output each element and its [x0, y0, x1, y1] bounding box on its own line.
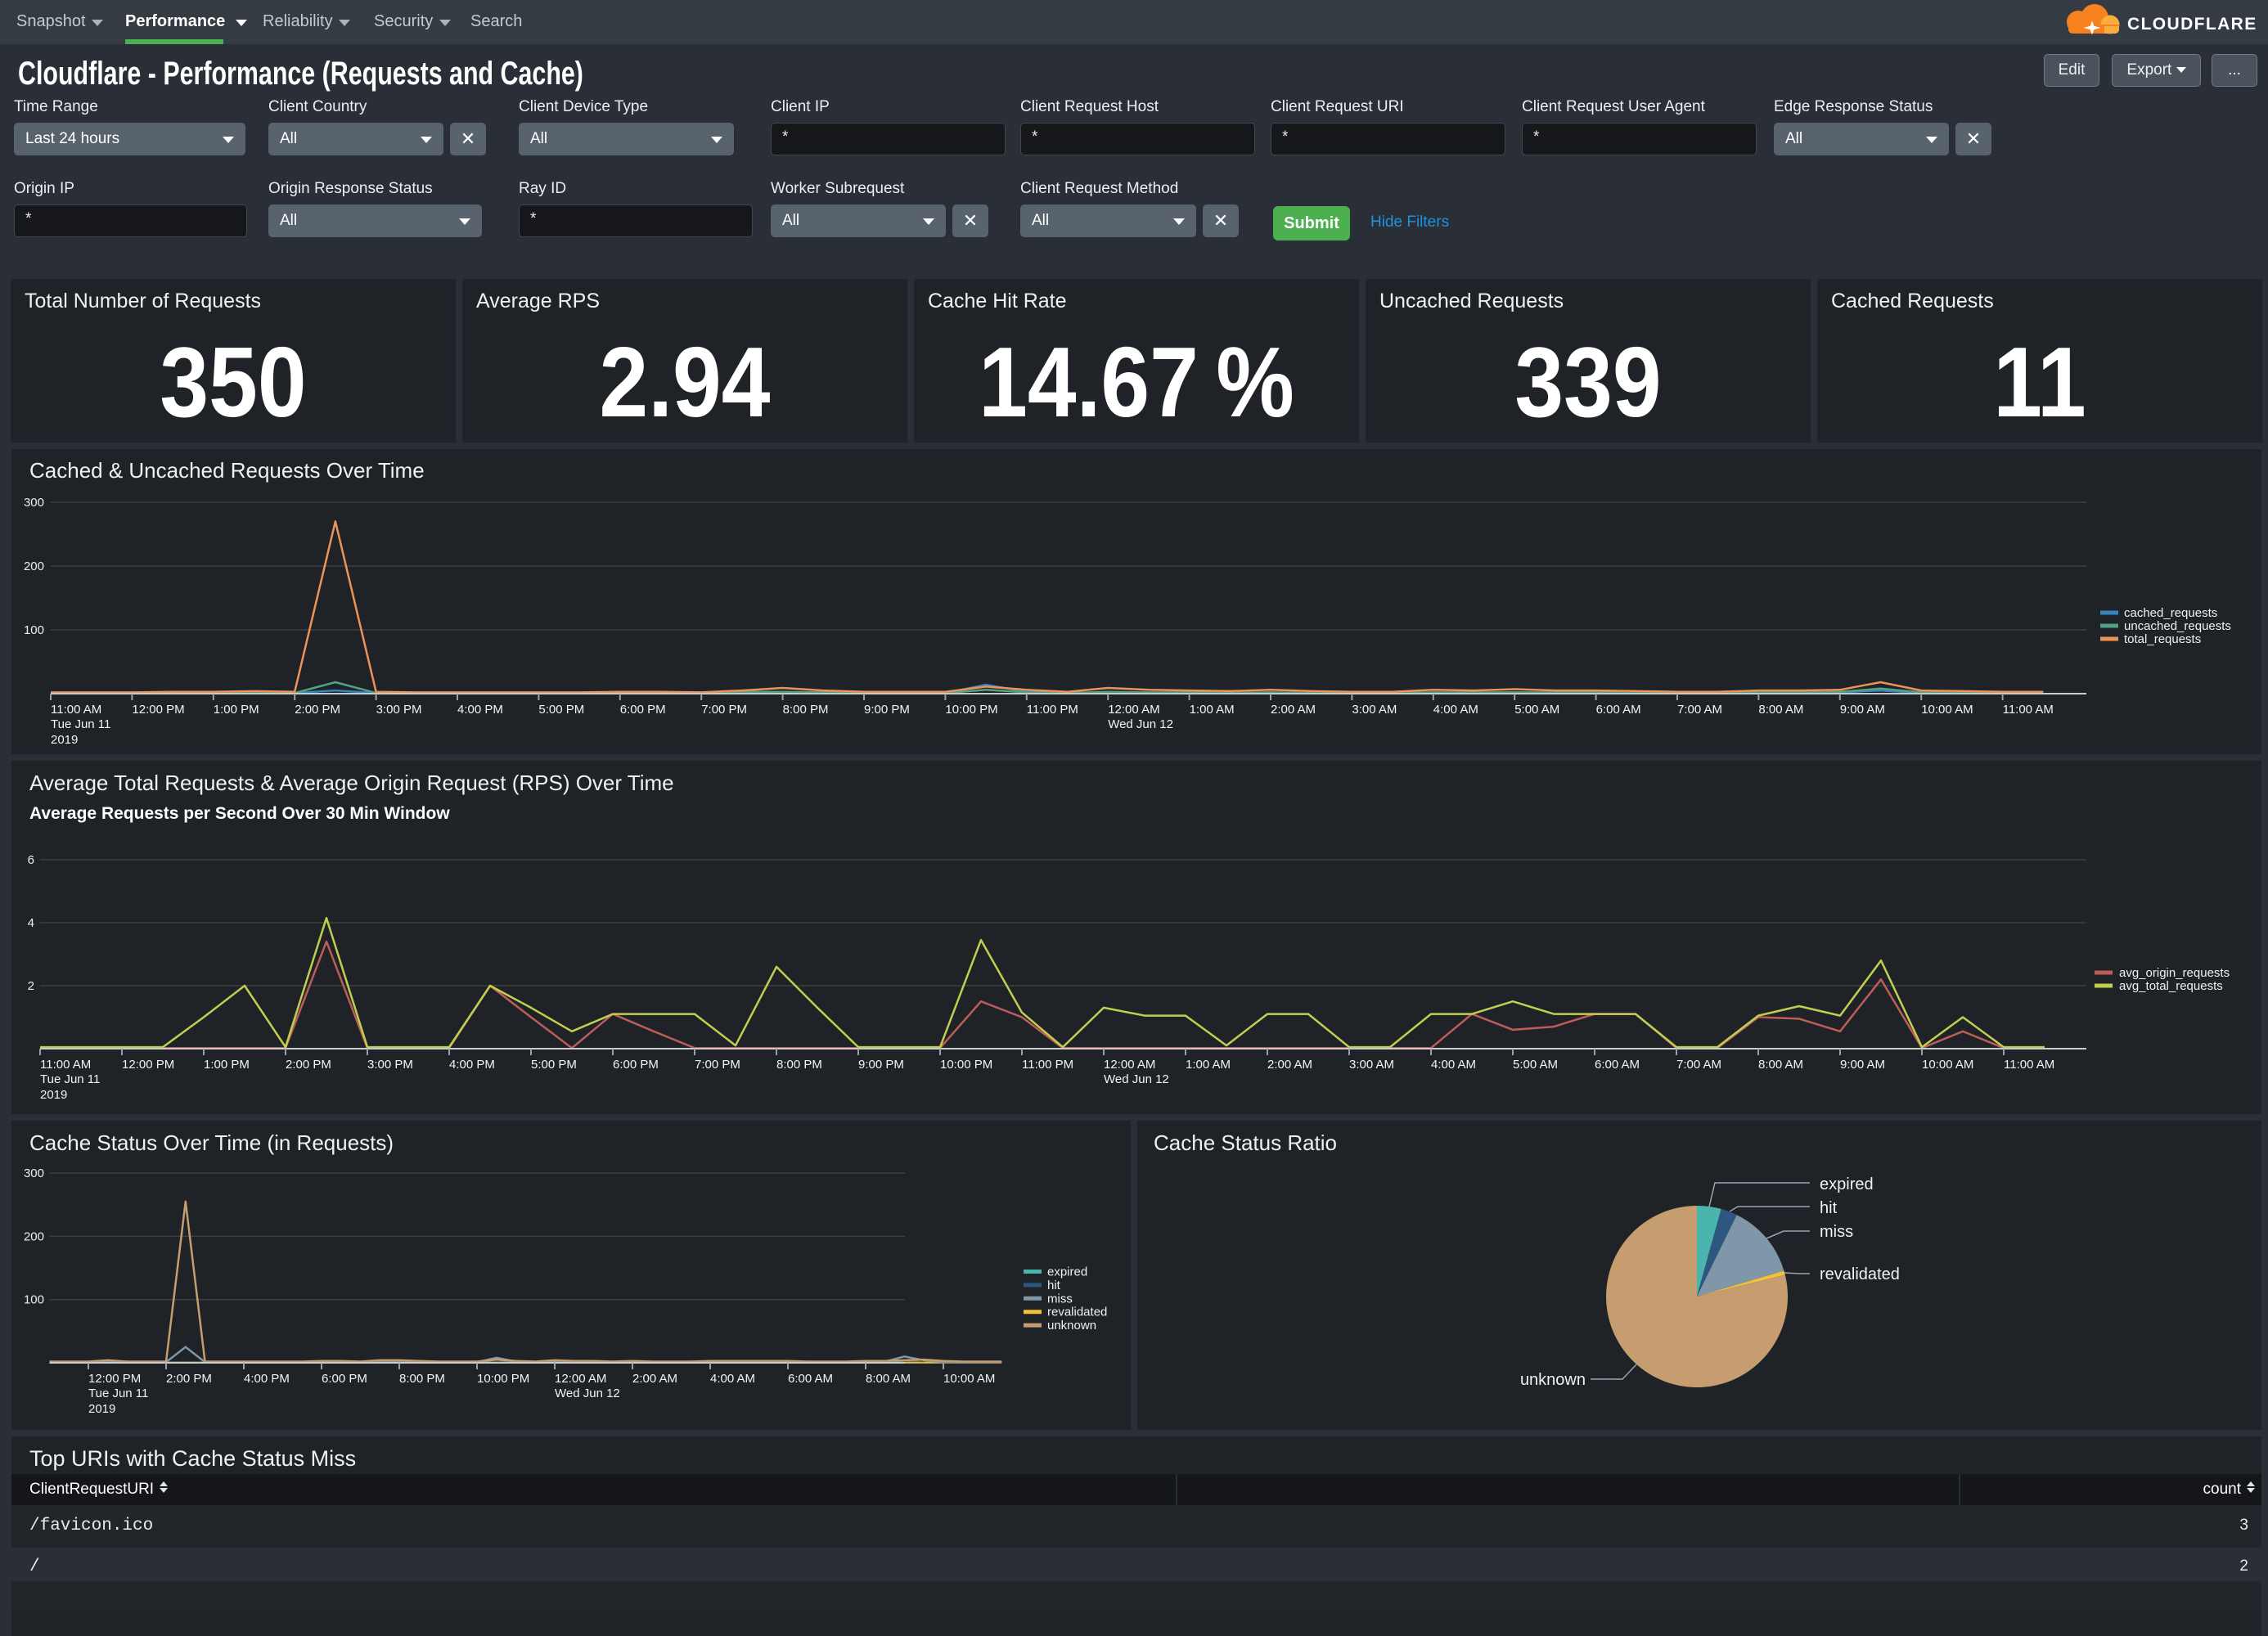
svg-text:revalidated: revalidated — [1820, 1265, 1900, 1283]
svg-text:Tue Jun 11: Tue Jun 11 — [88, 1387, 148, 1400]
svg-text:avg_total_requests: avg_total_requests — [2119, 979, 2223, 993]
svg-text:9:00 AM: 9:00 AM — [1840, 1058, 1885, 1072]
svg-text:4:00 AM: 4:00 AM — [1431, 1058, 1476, 1072]
svg-text:3:00 PM: 3:00 PM — [376, 703, 422, 717]
svg-text:300: 300 — [24, 496, 44, 510]
svg-text:12:00 PM: 12:00 PM — [88, 1372, 141, 1386]
svg-text:6:00 AM: 6:00 AM — [1596, 703, 1641, 717]
svg-text:8:00 PM: 8:00 PM — [783, 703, 829, 717]
svg-text:Wed Jun 12: Wed Jun 12 — [1108, 717, 1173, 731]
svg-text:7:00 AM: 7:00 AM — [1677, 703, 1722, 717]
svg-text:2:00 PM: 2:00 PM — [166, 1372, 212, 1386]
svg-text:7:00 PM: 7:00 PM — [695, 1058, 740, 1072]
svg-text:2019: 2019 — [88, 1402, 115, 1416]
svg-text:3:00 AM: 3:00 AM — [1349, 1058, 1394, 1072]
svg-text:revalidated: revalidated — [1047, 1306, 1107, 1319]
svg-text:2:00 AM: 2:00 AM — [1267, 1058, 1312, 1072]
svg-text:8:00 AM: 8:00 AM — [866, 1372, 911, 1386]
svg-text:total_requests: total_requests — [2124, 632, 2201, 646]
svg-text:7:00 PM: 7:00 PM — [701, 703, 747, 717]
svg-text:12:00 AM: 12:00 AM — [1104, 1058, 1155, 1072]
svg-text:3:00 AM: 3:00 AM — [1352, 703, 1397, 717]
svg-text:9:00 AM: 9:00 AM — [1840, 703, 1885, 717]
svg-text:uncached_requests: uncached_requests — [2124, 619, 2231, 633]
svg-text:1:00 AM: 1:00 AM — [1186, 1058, 1231, 1072]
svg-text:6:00 PM: 6:00 PM — [620, 703, 666, 717]
svg-text:2:00 AM: 2:00 AM — [632, 1372, 677, 1386]
svg-text:12:00 PM: 12:00 PM — [122, 1058, 174, 1072]
svg-text:4:00 PM: 4:00 PM — [449, 1058, 495, 1072]
svg-text:5:00 AM: 5:00 AM — [1514, 703, 1559, 717]
svg-text:1:00 PM: 1:00 PM — [204, 1058, 250, 1072]
svg-text:11:00 AM: 11:00 AM — [2004, 1058, 2054, 1072]
svg-text:1:00 PM: 1:00 PM — [214, 703, 259, 717]
svg-text:2019: 2019 — [40, 1088, 67, 1102]
svg-text:8:00 PM: 8:00 PM — [776, 1058, 822, 1072]
svg-text:5:00 PM: 5:00 PM — [538, 703, 584, 717]
svg-text:2: 2 — [28, 979, 34, 993]
svg-text:miss: miss — [1047, 1292, 1073, 1306]
svg-text:8:00 AM: 8:00 AM — [1758, 703, 1803, 717]
svg-text:11:00 PM: 11:00 PM — [1022, 1058, 1073, 1072]
svg-text:9:00 PM: 9:00 PM — [864, 703, 910, 717]
svg-text:10:00 AM: 10:00 AM — [943, 1372, 995, 1386]
svg-text:Wed Jun 12: Wed Jun 12 — [555, 1387, 620, 1400]
svg-text:12:00 AM: 12:00 AM — [1108, 703, 1159, 717]
svg-text:10:00 PM: 10:00 PM — [940, 1058, 992, 1072]
svg-text:hit: hit — [1820, 1199, 1838, 1217]
svg-text:unknown: unknown — [1047, 1319, 1096, 1333]
svg-text:11:00 AM: 11:00 AM — [51, 703, 101, 717]
svg-text:2:00 PM: 2:00 PM — [286, 1058, 331, 1072]
svg-text:hit: hit — [1047, 1279, 1061, 1292]
svg-text:6:00 AM: 6:00 AM — [1595, 1058, 1640, 1072]
svg-text:5:00 PM: 5:00 PM — [531, 1058, 577, 1072]
svg-text:cached_requests: cached_requests — [2124, 606, 2217, 620]
svg-text:300: 300 — [24, 1166, 44, 1180]
svg-text:10:00 AM: 10:00 AM — [1921, 703, 1973, 717]
svg-text:8:00 PM: 8:00 PM — [399, 1372, 445, 1386]
svg-text:200: 200 — [24, 1229, 44, 1243]
svg-text:6: 6 — [28, 853, 34, 867]
svg-text:6:00 AM: 6:00 AM — [788, 1372, 833, 1386]
svg-text:Tue Jun 11: Tue Jun 11 — [51, 717, 110, 731]
svg-text:3:00 PM: 3:00 PM — [367, 1058, 413, 1072]
svg-text:12:00 AM: 12:00 AM — [555, 1372, 606, 1386]
svg-text:Wed Jun 12: Wed Jun 12 — [1104, 1072, 1169, 1086]
svg-text:10:00 AM: 10:00 AM — [1922, 1058, 1973, 1072]
svg-text:4:00 AM: 4:00 AM — [710, 1372, 755, 1386]
svg-text:4:00 AM: 4:00 AM — [1433, 703, 1478, 717]
svg-text:200: 200 — [24, 560, 44, 573]
svg-text:12:00 PM: 12:00 PM — [132, 703, 184, 717]
svg-text:10:00 PM: 10:00 PM — [477, 1372, 529, 1386]
svg-text:6:00 PM: 6:00 PM — [613, 1058, 659, 1072]
svg-text:10:00 PM: 10:00 PM — [945, 703, 997, 717]
svg-text:11:00 PM: 11:00 PM — [1027, 703, 1078, 717]
svg-text:100: 100 — [24, 623, 44, 637]
svg-text:expired: expired — [1820, 1175, 1874, 1193]
svg-text:7:00 AM: 7:00 AM — [1676, 1058, 1721, 1072]
svg-text:2019: 2019 — [51, 733, 78, 747]
svg-text:Tue Jun 11: Tue Jun 11 — [40, 1072, 100, 1086]
svg-text:4:00 PM: 4:00 PM — [244, 1372, 290, 1386]
svg-text:2:00 AM: 2:00 AM — [1271, 703, 1316, 717]
svg-text:2:00 PM: 2:00 PM — [295, 703, 340, 717]
svg-text:unknown: unknown — [1520, 1371, 1586, 1389]
svg-text:11:00 AM: 11:00 AM — [2003, 703, 2054, 717]
svg-text:6:00 PM: 6:00 PM — [322, 1372, 367, 1386]
svg-text:miss: miss — [1820, 1223, 1853, 1241]
svg-text:9:00 PM: 9:00 PM — [858, 1058, 904, 1072]
svg-text:expired: expired — [1047, 1265, 1087, 1279]
svg-text:100: 100 — [24, 1293, 44, 1307]
svg-text:1:00 AM: 1:00 AM — [1190, 703, 1235, 717]
svg-text:5:00 AM: 5:00 AM — [1513, 1058, 1558, 1072]
svg-text:8:00 AM: 8:00 AM — [1758, 1058, 1803, 1072]
svg-text:4: 4 — [28, 916, 34, 930]
svg-text:11:00 AM: 11:00 AM — [40, 1058, 91, 1072]
svg-text:4:00 PM: 4:00 PM — [457, 703, 503, 717]
svg-text:avg_origin_requests: avg_origin_requests — [2119, 966, 2230, 980]
